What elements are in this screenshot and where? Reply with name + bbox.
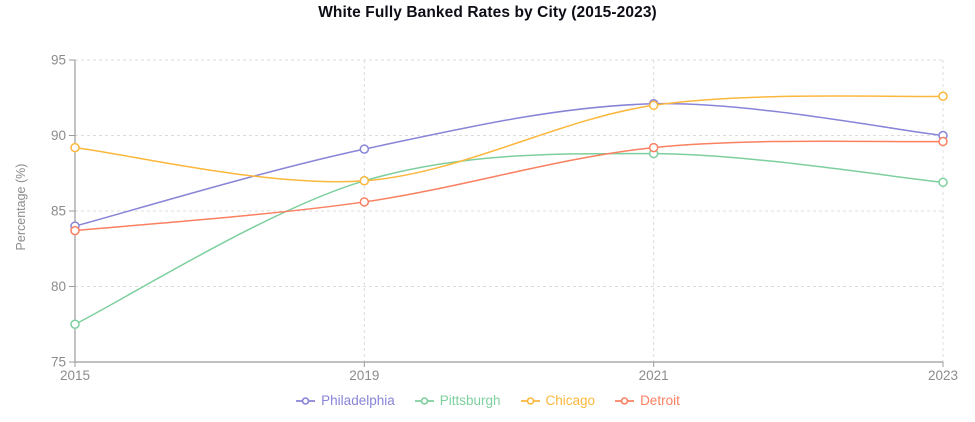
legend-item-chicago[interactable]: Chicago [520, 393, 596, 408]
series-line-pittsburgh [74, 152, 944, 325]
x-tick-label: 2023 [928, 368, 958, 383]
legend-line-marker-icon [615, 396, 635, 405]
chart-title: White Fully Banked Rates by City (2015-2… [318, 4, 657, 21]
y-tick-label: 80 [51, 279, 66, 294]
legend-item-philadelphia[interactable]: Philadelphia [295, 393, 395, 408]
series-line-detroit [74, 140, 944, 232]
data-point-chicago[interactable] [938, 91, 948, 101]
x-tick-label: 2015 [60, 368, 90, 383]
data-point-pittsburgh[interactable] [70, 319, 80, 329]
chart-legend: Philadelphia Pittsburgh Chicago Detroit [0, 393, 975, 408]
data-point-detroit[interactable] [70, 225, 80, 236]
series-line-chicago [74, 95, 944, 183]
y-tick-label: 90 [51, 128, 66, 143]
legend-item-pittsburgh[interactable]: Pittsburgh [414, 393, 501, 408]
y-tick-label: 85 [51, 204, 66, 219]
data-point-philadelphia[interactable] [359, 144, 370, 154]
y-tick-label: 75 [51, 355, 66, 370]
data-point-detroit[interactable] [938, 136, 948, 147]
x-tick-label: 2019 [349, 368, 379, 383]
data-point-chicago[interactable] [359, 176, 370, 186]
data-point-chicago[interactable] [70, 142, 80, 153]
legend-label: Chicago [545, 393, 596, 408]
data-point-chicago[interactable] [648, 100, 659, 111]
legend-line-marker-icon [296, 396, 316, 405]
x-tick-label: 2021 [639, 368, 669, 383]
data-point-pittsburgh[interactable] [938, 177, 948, 188]
legend-line-marker-icon [520, 396, 540, 405]
legend-label: Detroit [640, 393, 680, 408]
data-point-detroit[interactable] [359, 197, 370, 207]
legend-line-marker-icon [414, 396, 434, 405]
legend-label: Pittsburgh [439, 393, 501, 408]
series-line-philadelphia [74, 102, 944, 227]
data-point-detroit[interactable] [648, 142, 659, 153]
y-tick-label: 95 [51, 53, 66, 68]
legend-item-detroit[interactable]: Detroit [614, 393, 680, 408]
legend-label: Philadelphia [321, 393, 395, 408]
